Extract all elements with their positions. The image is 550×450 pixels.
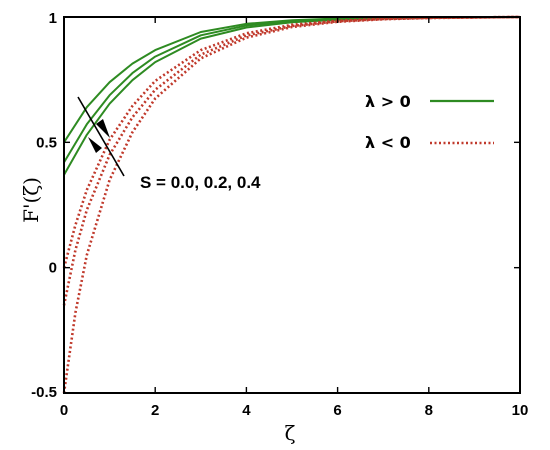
- annotation-arrow-line: [77, 96, 125, 177]
- y-tick-label: 0: [49, 260, 57, 277]
- ticks-layer: 0 2 4 6 8 10-0.500.51: [31, 10, 528, 419]
- x-tick-label: 10: [512, 402, 529, 419]
- x-tick-label: 6: [333, 402, 341, 419]
- legend-label-negative: λ < 0: [365, 133, 411, 152]
- series-line-positive-0: [63, 16, 521, 176]
- axes-frame: [63, 16, 521, 394]
- annotation-arrowhead-lower: [88, 137, 102, 153]
- annotation-text: S = 0.0, 0.2, 0.4: [140, 173, 261, 192]
- y-tick-label: 0.5: [36, 134, 57, 151]
- annotation: S = 0.0, 0.2, 0.4: [77, 96, 261, 192]
- series-line-negative-5: [62, 15, 521, 269]
- series-line-positive-1: [63, 16, 521, 163]
- y-axis-label: F'(ζ): [19, 177, 43, 223]
- series-line-negative-4: [62, 15, 521, 306]
- legend: λ > 0 λ < 0: [365, 92, 494, 152]
- x-tick-label: 8: [425, 402, 433, 419]
- x-tick-label: 2: [151, 402, 159, 419]
- legend-label-positive: λ > 0: [365, 92, 411, 111]
- series-layer: [62, 15, 521, 394]
- x-tick-label: 4: [242, 402, 251, 419]
- x-axis-label: ζ: [285, 421, 296, 445]
- series-line-negative-3: [62, 15, 521, 394]
- plot-area: 0 2 4 6 8 10-0.500.51: [31, 10, 528, 419]
- annotation-arrowhead-upper: [96, 119, 110, 138]
- x-tick-label: 0: [60, 402, 68, 419]
- y-tick-label: -0.5: [31, 384, 57, 401]
- y-tick-label: 1: [49, 10, 57, 27]
